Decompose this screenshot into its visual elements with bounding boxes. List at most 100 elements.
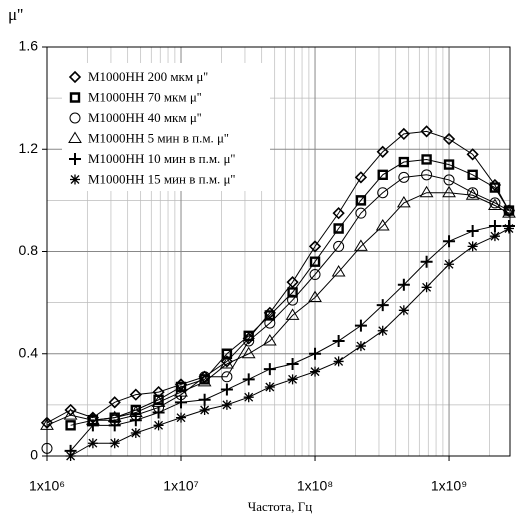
marker bbox=[221, 371, 233, 383]
marker bbox=[467, 187, 479, 199]
marker bbox=[333, 356, 344, 367]
marker bbox=[354, 171, 368, 184]
marker bbox=[309, 269, 321, 281]
marker bbox=[221, 399, 232, 410]
legend-marker bbox=[68, 131, 82, 143]
marker bbox=[503, 223, 514, 234]
y-tick-label: 1.6 bbox=[19, 38, 39, 54]
marker bbox=[65, 420, 76, 431]
marker bbox=[262, 333, 277, 346]
marker bbox=[109, 438, 120, 449]
marker bbox=[466, 148, 479, 161]
marker bbox=[489, 197, 501, 209]
marker bbox=[488, 219, 501, 232]
legend-label: М1000НН 200 мкм μ'' bbox=[88, 69, 208, 84]
marker bbox=[286, 276, 299, 289]
marker bbox=[502, 206, 516, 218]
marker bbox=[375, 218, 390, 231]
series-line bbox=[46, 192, 510, 426]
marker bbox=[129, 388, 142, 401]
marker bbox=[87, 438, 98, 449]
marker bbox=[354, 239, 368, 251]
marker bbox=[198, 393, 211, 406]
marker bbox=[443, 235, 456, 248]
y-tick-label: 0.4 bbox=[19, 344, 39, 360]
marker bbox=[396, 195, 411, 208]
marker bbox=[488, 198, 502, 210]
marker bbox=[86, 419, 99, 432]
marker bbox=[421, 282, 432, 293]
legend-label: М1000НН 5 мин в п.м. μ'' bbox=[88, 130, 229, 145]
marker bbox=[285, 308, 300, 320]
marker bbox=[397, 278, 410, 291]
marker bbox=[108, 419, 121, 432]
marker bbox=[264, 381, 275, 392]
marker bbox=[355, 195, 367, 206]
marker bbox=[220, 383, 233, 396]
marker bbox=[63, 408, 78, 420]
marker bbox=[419, 185, 434, 198]
marker bbox=[286, 357, 299, 370]
marker bbox=[466, 225, 479, 238]
marker bbox=[354, 319, 367, 332]
x-tick-label: 1x10⁸ bbox=[297, 478, 333, 494]
legend-marker bbox=[68, 70, 82, 84]
marker bbox=[151, 395, 166, 407]
marker bbox=[308, 240, 322, 253]
marker bbox=[421, 169, 433, 181]
marker bbox=[129, 414, 142, 427]
marker bbox=[175, 396, 188, 409]
marker bbox=[287, 374, 298, 385]
marker bbox=[130, 427, 141, 438]
marker bbox=[199, 371, 211, 383]
marker bbox=[220, 357, 234, 369]
marker bbox=[40, 418, 54, 430]
legend-marker bbox=[69, 92, 81, 103]
legend-marker bbox=[69, 153, 81, 165]
x-tick-label: 1x10⁷ bbox=[163, 478, 198, 494]
y-axis-label: μ'' bbox=[8, 5, 23, 24]
marker bbox=[420, 255, 433, 268]
marker bbox=[333, 223, 344, 234]
marker bbox=[377, 187, 389, 199]
marker bbox=[376, 299, 389, 312]
marker bbox=[442, 185, 456, 198]
series-line bbox=[46, 130, 510, 424]
marker bbox=[398, 156, 410, 168]
marker bbox=[64, 403, 77, 417]
marker bbox=[503, 205, 515, 217]
y-tick-label: 0.8 bbox=[19, 242, 39, 258]
marker bbox=[242, 373, 255, 386]
marker bbox=[444, 259, 455, 270]
marker bbox=[398, 171, 410, 183]
marker bbox=[377, 325, 388, 336]
marker bbox=[40, 416, 54, 429]
marker bbox=[421, 154, 432, 165]
marker bbox=[420, 125, 433, 138]
marker bbox=[174, 385, 188, 397]
marker bbox=[377, 169, 388, 181]
marker bbox=[331, 264, 346, 277]
marker bbox=[398, 305, 409, 316]
marker bbox=[376, 145, 389, 158]
marker bbox=[467, 169, 478, 181]
marker bbox=[309, 256, 321, 267]
marker bbox=[199, 404, 210, 415]
marker bbox=[243, 330, 254, 342]
legend-marker bbox=[69, 112, 81, 124]
marker bbox=[41, 442, 53, 454]
marker bbox=[465, 188, 480, 200]
series-line bbox=[70, 158, 510, 426]
marker bbox=[308, 290, 322, 303]
marker bbox=[263, 363, 276, 376]
marker bbox=[489, 182, 501, 193]
legend-box bbox=[62, 63, 270, 191]
x-tick-label: 1x10⁶ bbox=[29, 478, 65, 494]
marker bbox=[153, 420, 164, 431]
legend-label: М1000НН 10 мин в п.м. μ'' bbox=[88, 151, 235, 166]
marker bbox=[108, 396, 121, 409]
marker bbox=[220, 355, 234, 368]
marker bbox=[152, 406, 165, 419]
